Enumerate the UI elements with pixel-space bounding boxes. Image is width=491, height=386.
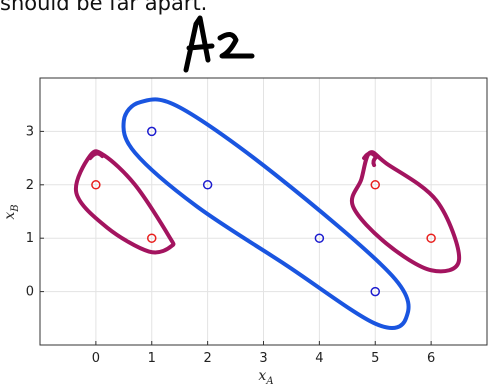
grid-lines: [40, 78, 487, 345]
data-points: [91, 126, 436, 297]
data-point: [314, 233, 325, 243]
title-letter-a: [183, 15, 215, 73]
data-point: [147, 126, 157, 137]
header-text: should be far apart.: [0, 0, 208, 15]
data-point: [370, 286, 380, 297]
y-tick-label: 2: [26, 178, 34, 193]
y-tick-label: 0: [26, 285, 34, 300]
data-point: [202, 180, 213, 190]
handdrawn-annotations: [73, 15, 462, 330]
title-digit-2: [217, 32, 255, 59]
x-tick-label: 6: [427, 351, 435, 366]
y-tick-label: 3: [26, 124, 34, 139]
x-tick-label: 1: [148, 351, 156, 366]
axis-ticks: 0 1 2 3 4 5 6 0 1 2 3: [26, 124, 436, 366]
data-point: [370, 180, 380, 190]
annotation-hook: [362, 151, 379, 168]
annotation-loop: [73, 149, 176, 255]
y-axis-label: xB: [2, 204, 21, 219]
x-axis-label: xA: [258, 368, 273, 386]
x-tick-label: 5: [371, 351, 379, 366]
chart-title-handwritten: [183, 15, 255, 73]
x-tick-label: 2: [203, 351, 211, 366]
data-point: [91, 180, 101, 190]
data-point: [426, 233, 436, 243]
x-tick-label: 3: [259, 351, 267, 366]
x-tick-label: 4: [315, 351, 323, 366]
x-tick-label: 0: [92, 351, 100, 366]
annotation-hook: [88, 151, 105, 161]
data-point: [147, 233, 157, 243]
annotation-loop: [121, 97, 411, 330]
y-tick-label: 1: [26, 231, 34, 246]
